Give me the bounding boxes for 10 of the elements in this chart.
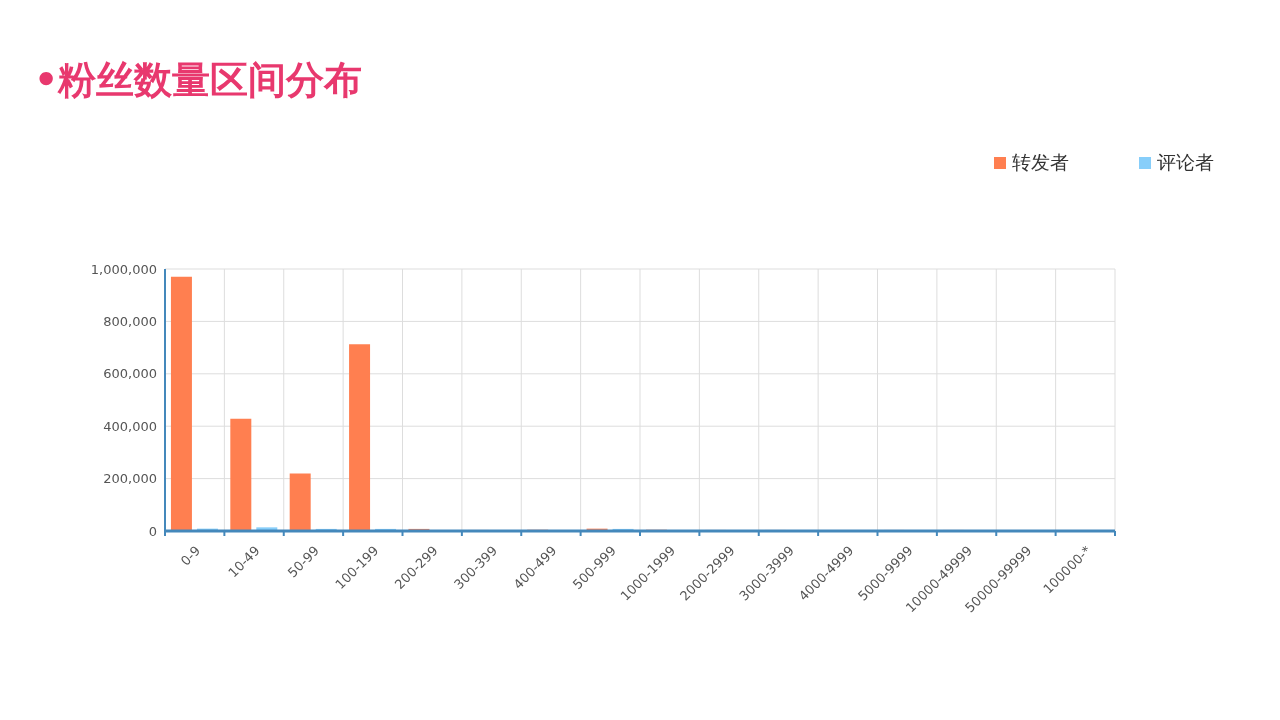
chart-title: •粉丝数量区间分布 bbox=[34, 57, 363, 104]
y-tick-label: 1,000,000 bbox=[90, 261, 157, 277]
legend-label: 评论者 bbox=[1157, 150, 1214, 175]
legend-label: 转发者 bbox=[1012, 150, 1069, 175]
y-tick-label: 200,000 bbox=[103, 471, 157, 487]
y-tick-label: 400,000 bbox=[103, 418, 157, 434]
y-tick-label: 600,000 bbox=[103, 366, 157, 382]
y-tick-label: 0 bbox=[148, 523, 157, 539]
y-tick-label: 800,000 bbox=[103, 314, 157, 330]
x-tick-label: 0-9 bbox=[177, 542, 204, 569]
